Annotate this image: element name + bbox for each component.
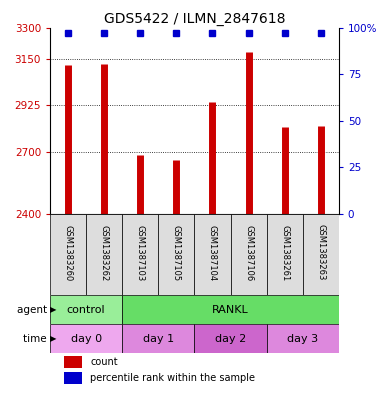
- Text: time: time: [23, 334, 50, 343]
- Bar: [231, 213, 266, 295]
- Text: GSM1383260: GSM1383260: [64, 224, 73, 281]
- Text: GSM1383262: GSM1383262: [100, 224, 109, 281]
- Bar: [50, 213, 86, 295]
- Bar: [122, 213, 158, 295]
- Bar: [86, 213, 122, 295]
- Bar: [50, 324, 122, 353]
- Bar: [50, 295, 122, 324]
- Text: count: count: [90, 357, 118, 367]
- Bar: [194, 324, 266, 353]
- Text: GSM1383263: GSM1383263: [316, 224, 325, 281]
- Text: control: control: [67, 305, 105, 314]
- Text: GSM1387104: GSM1387104: [208, 225, 217, 281]
- Text: GSM1383261: GSM1383261: [280, 224, 289, 281]
- Title: GDS5422 / ILMN_2847618: GDS5422 / ILMN_2847618: [104, 13, 285, 26]
- Bar: [266, 213, 303, 295]
- Bar: [65, 372, 82, 384]
- Bar: [65, 356, 82, 367]
- Bar: [122, 295, 339, 324]
- Bar: [194, 213, 231, 295]
- Bar: [158, 213, 194, 295]
- Text: day 2: day 2: [215, 334, 246, 343]
- Text: day 3: day 3: [287, 334, 318, 343]
- Text: GSM1387106: GSM1387106: [244, 224, 253, 281]
- Text: RANKL: RANKL: [212, 305, 249, 314]
- Text: day 1: day 1: [143, 334, 174, 343]
- Text: GSM1387105: GSM1387105: [172, 225, 181, 281]
- Bar: [122, 324, 194, 353]
- Text: percentile rank within the sample: percentile rank within the sample: [90, 373, 256, 383]
- Bar: [266, 324, 339, 353]
- Bar: [303, 213, 339, 295]
- Text: agent: agent: [17, 305, 50, 314]
- Text: ▶: ▶: [50, 305, 57, 314]
- Text: day 0: day 0: [70, 334, 102, 343]
- Text: GSM1387103: GSM1387103: [136, 224, 145, 281]
- Text: ▶: ▶: [50, 334, 57, 343]
